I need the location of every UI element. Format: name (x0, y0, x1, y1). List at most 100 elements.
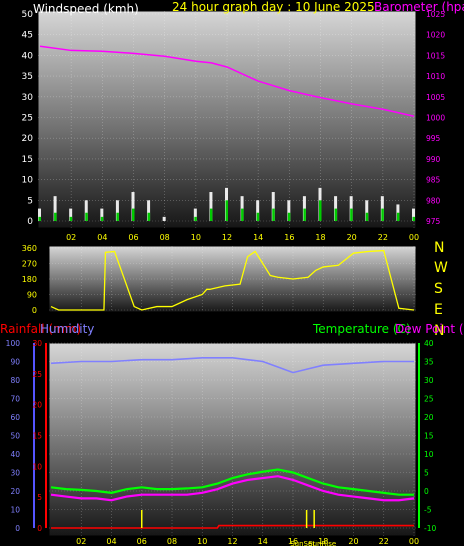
gust-mark (53, 196, 57, 221)
wind-mark (225, 200, 228, 221)
x-tick-label: 18 (318, 537, 328, 546)
humidity-tick-label: 40 (10, 450, 20, 459)
temperature-tick-label: 30 (424, 376, 434, 385)
x-tick-label: 16 (284, 233, 294, 242)
x-tick-label: 00 (409, 537, 419, 546)
x-tick-label: 20 (347, 233, 357, 242)
wind-mark (38, 216, 41, 221)
wind-mark (334, 208, 338, 221)
gust-mark (100, 208, 104, 221)
x-tick-label: 08 (160, 233, 170, 242)
humidity-tick-label: 50 (10, 432, 20, 441)
wind-tick-label: 15 (22, 155, 33, 165)
wind-mark (241, 208, 244, 221)
dew-point-axis-title: Dew Point (C) (395, 322, 464, 336)
wind-mark (350, 208, 353, 221)
wind-mark (194, 216, 197, 221)
x-tick-label: 20 (348, 537, 358, 546)
rain-tick-label: 15 (32, 432, 42, 441)
temperature-tick-label: 35 (424, 358, 434, 367)
x-tick-label: 14 (258, 537, 268, 546)
rain-tick-label: 5 (37, 493, 42, 502)
rainfall-axis-title: Rainfall (mm) (0, 322, 81, 336)
wind-mark (69, 216, 73, 221)
gust-mark (131, 192, 135, 221)
baro-tick-label: 985 (426, 176, 441, 185)
temp-humidity-panel (48, 342, 417, 537)
wind-tick-label: 45 (22, 31, 33, 41)
rain-tick-label: 10 (32, 462, 42, 471)
x-tick-label: 12 (222, 233, 232, 242)
x-tick-label: 22 (379, 537, 389, 546)
baro-tick-label: 1020 (426, 31, 445, 40)
x-tick-label: 18 (315, 233, 325, 242)
graph-title: 24 hour graph day : 10 June 2025 (172, 0, 375, 14)
baro-tick-label: 980 (426, 196, 441, 205)
wind-tick-label: 20 (22, 134, 34, 144)
wind-tick-label: 10 (22, 176, 34, 186)
compass-s: S (434, 281, 443, 297)
sunset-label: SunSet (290, 540, 315, 546)
humidity-tick-label: 30 (10, 469, 20, 478)
wind-tick-label: 50 (22, 10, 34, 20)
wind-tick-label: 5 (27, 196, 33, 206)
gust-mark (69, 208, 73, 221)
baro-tick-label: 1000 (426, 114, 445, 123)
gust-mark (412, 208, 415, 221)
temperature-axis-title: Temperature (C) (312, 322, 411, 336)
wind-mark (412, 216, 415, 221)
sunrise-label: SunRise (308, 540, 336, 546)
gust-mark (271, 192, 275, 221)
x-tick-label: 10 (197, 537, 207, 546)
windspeed-axis-title: Windspeed (kmh) (33, 2, 139, 16)
direction-tick-label: 360 (22, 244, 37, 253)
compass-e: E (434, 302, 443, 318)
wind-direction-panel (48, 245, 417, 313)
temperature-tick-label: 25 (424, 395, 434, 404)
gust-mark (162, 216, 166, 221)
wind-mark (209, 208, 213, 221)
x-tick-label: 02 (76, 537, 86, 546)
x-tick-label: 06 (137, 537, 147, 546)
wind-mark (85, 212, 88, 221)
temperature-tick-label: 10 (424, 450, 434, 459)
temperature-tick-label: 20 (424, 413, 434, 422)
humidity-axis-title: Humidity (40, 322, 94, 336)
x-tick-label: 22 (378, 233, 388, 242)
gust-mark (287, 200, 291, 221)
wind-mark (287, 212, 291, 221)
gust-mark (365, 200, 369, 221)
dew-point-line (50, 475, 415, 502)
x-tick-label: 12 (227, 537, 237, 546)
wind-tick-label: 30 (22, 93, 34, 103)
humidity-tick-label: 80 (10, 376, 20, 385)
rain-tick-label: 20 (32, 401, 42, 410)
x-tick-label: 08 (167, 537, 177, 546)
temperature-line (50, 468, 414, 496)
rain-tick-label: 0 (37, 524, 42, 533)
gust-mark (256, 200, 260, 221)
wind-tick-label: 35 (22, 72, 33, 82)
gust-mark (147, 200, 151, 221)
x-tick-label: 00 (409, 233, 419, 242)
wind-tick-label: 0 (27, 217, 33, 227)
temperature-tick-label: -5 (424, 506, 432, 515)
wind-mark (396, 212, 400, 221)
temperature-tick-label: 40 (424, 339, 434, 348)
baro-tick-label: 1010 (426, 72, 445, 81)
rain-tick-label: 30 (32, 339, 42, 348)
wind-mark (116, 212, 119, 221)
rain-tick-label: 25 (32, 370, 42, 379)
x-tick-label: 14 (253, 233, 263, 242)
barometer-axis-title: Barometer (hpa) (374, 0, 464, 14)
humidity-tick-label: 20 (10, 487, 20, 496)
baro-tick-label: 990 (426, 155, 441, 164)
direction-tick-label: 0 (32, 306, 37, 315)
wind-direction-line (50, 249, 415, 311)
direction-tick-label: 180 (22, 275, 37, 284)
compass-n-top: N (434, 240, 444, 256)
wind-mark (381, 208, 384, 221)
compass-w: W (434, 260, 448, 276)
gust-mark (84, 200, 88, 221)
